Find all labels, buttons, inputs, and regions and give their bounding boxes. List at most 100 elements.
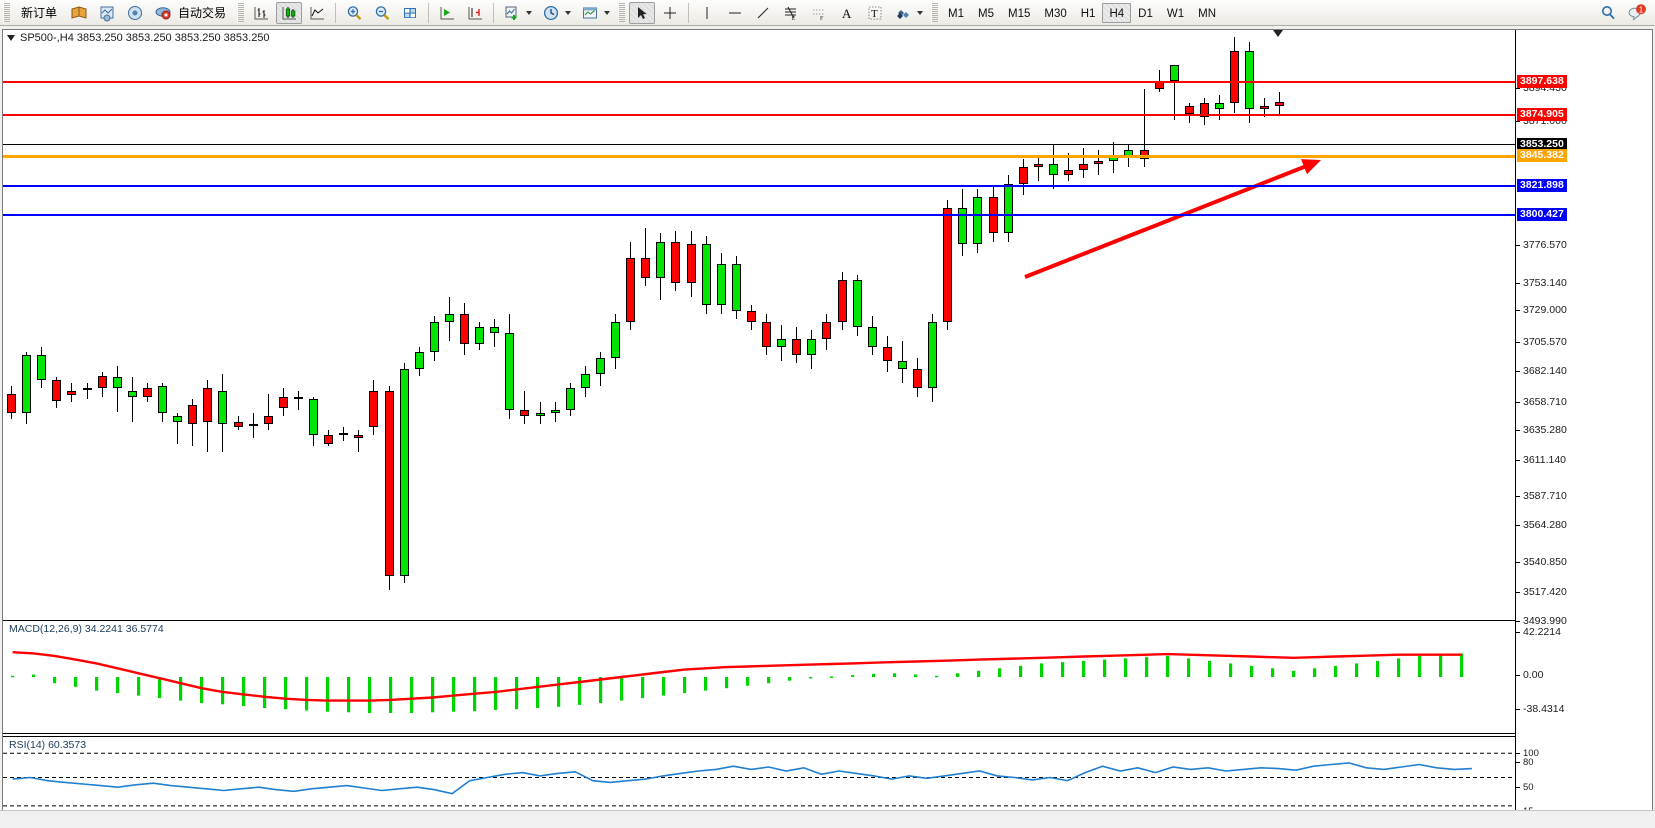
navigator-button[interactable] [122,2,148,24]
candle [233,30,243,618]
vertical-line-button[interactable] [694,2,720,24]
price-line-resistance-1[interactable] [3,114,1515,116]
candle-body [293,396,303,400]
data-window-button[interactable] [94,2,120,24]
chart-menu-triangle-icon[interactable] [7,35,15,41]
price-pane[interactable] [3,30,1515,618]
candle [82,30,92,618]
cursor-button[interactable] [629,1,656,24]
price-label-support-1[interactable]: 3821.898 [1517,179,1567,192]
alerts-count: 1 [1639,5,1644,14]
indicators-button[interactable] [499,2,536,24]
status-bar [0,810,1655,828]
candle [384,30,394,618]
price-tick: 3635.280 [1516,424,1567,436]
toolbar-grip-3[interactable] [618,2,626,23]
search-button[interactable] [1595,2,1621,24]
macd-plot [11,651,1464,713]
candle-body [1215,103,1224,109]
candlestick-chart-button[interactable] [276,1,303,24]
rsi-pane[interactable]: RSI(14) 60.3573 [3,736,1515,818]
candle [1048,30,1058,618]
zoom-out-button[interactable] [369,2,395,24]
templates-button[interactable] [577,2,614,24]
price-label-resistance-1[interactable]: 3874.905 [1517,108,1567,121]
objects-caret-icon[interactable] [917,10,924,15]
candle-wick [358,429,360,452]
new-order-button[interactable]: 新订单 [14,2,64,24]
candle [429,30,439,618]
channel-button[interactable]: F [806,2,832,24]
macd-histogram-bar [11,675,15,678]
price-label-current-price[interactable]: 3853.250 [1517,138,1567,151]
timeframe-h1[interactable]: H1 [1080,7,1096,20]
price-label-support-2[interactable]: 3800.427 [1517,208,1567,221]
toolbar-grip-4[interactable] [931,2,939,23]
fibonacci-button[interactable]: E [778,2,804,24]
line-chart-button[interactable] [304,2,330,24]
periods-button[interactable] [538,2,575,24]
timeframe-m15[interactable]: M15 [1008,7,1031,20]
candle [339,30,349,618]
macd-pane[interactable]: MACD(12,26,9) 34.2241 36.5774 [3,620,1515,734]
chart-window[interactable]: SP500-,H4 3853.250 3853.250 3853.250 385… [2,29,1653,828]
periods-caret-icon[interactable] [565,10,572,15]
candle-body [384,391,394,577]
timeframe-m5[interactable]: M5 [978,7,994,20]
zoom-in-button[interactable] [341,2,367,24]
macd-tick: 0.00 [1516,669,1543,681]
candle [565,30,575,618]
candle [1139,30,1149,618]
alerts-button[interactable]: 1 [1623,2,1649,24]
candle [399,30,409,618]
candle-body [1094,161,1104,165]
trendline-button[interactable] [750,2,776,24]
book-icon-button[interactable] [66,2,92,24]
candle-body [369,391,379,428]
timeframe-m30[interactable]: M30 [1044,7,1067,20]
candle-body [354,435,364,439]
candle [943,30,953,618]
candle-body [535,413,545,416]
shift-end-button[interactable] [462,2,488,24]
chart-title-bar: SP500-,H4 3853.250 3853.250 3853.250 385… [7,32,270,44]
candle-wick [177,413,179,444]
templates-caret-icon[interactable] [604,10,611,15]
label-button[interactable]: T [862,2,888,24]
price-label-resistance-2[interactable]: 3897.638 [1517,75,1567,88]
candle-body [1169,64,1179,82]
price-line-current-price[interactable] [3,144,1515,145]
objects-button[interactable] [890,2,927,24]
candle [97,30,107,618]
toolbar-grip-1[interactable] [3,2,10,23]
text-button[interactable]: A [834,2,860,24]
chart-dropdown-marker-icon[interactable] [1273,30,1283,37]
timeframe-w1[interactable]: W1 [1166,7,1185,20]
crosshair-icon [661,4,679,22]
candle-body [1018,166,1028,184]
timeframe-d1[interactable]: D1 [1138,7,1153,20]
price-tick: 3705.570 [1516,336,1567,348]
timeframe-h4[interactable]: H4 [1102,2,1132,23]
price-line-resistance-2[interactable] [3,81,1515,83]
timeframe-m1[interactable]: M1 [948,7,965,20]
price-line-bid-price[interactable] [3,155,1515,158]
price-tick: 3729.000 [1516,304,1567,316]
indicators-caret-icon[interactable] [526,10,533,15]
toolbar-grip-2[interactable] [237,2,245,23]
autotrading-button[interactable]: 自动交易 [150,2,233,24]
macd-histogram-bar [431,677,435,713]
candle-body [233,421,243,428]
horizontal-line-button[interactable] [722,2,748,24]
candle-body [701,244,711,306]
price-scale[interactable]: 3894.430 3871.000 3776.570 3753.140 3729.000… [1515,30,1652,825]
price-line-support-1[interactable] [3,185,1515,187]
price-line-support-2[interactable] [3,214,1515,216]
timeframe-mn[interactable]: MN [1198,7,1216,20]
price-label-bid-price[interactable]: 3845.382 [1517,149,1567,162]
grid-button[interactable] [397,2,423,24]
bar-chart-button[interactable] [248,2,274,24]
crosshair-button[interactable] [657,2,683,24]
shift-start-button[interactable] [434,2,460,24]
